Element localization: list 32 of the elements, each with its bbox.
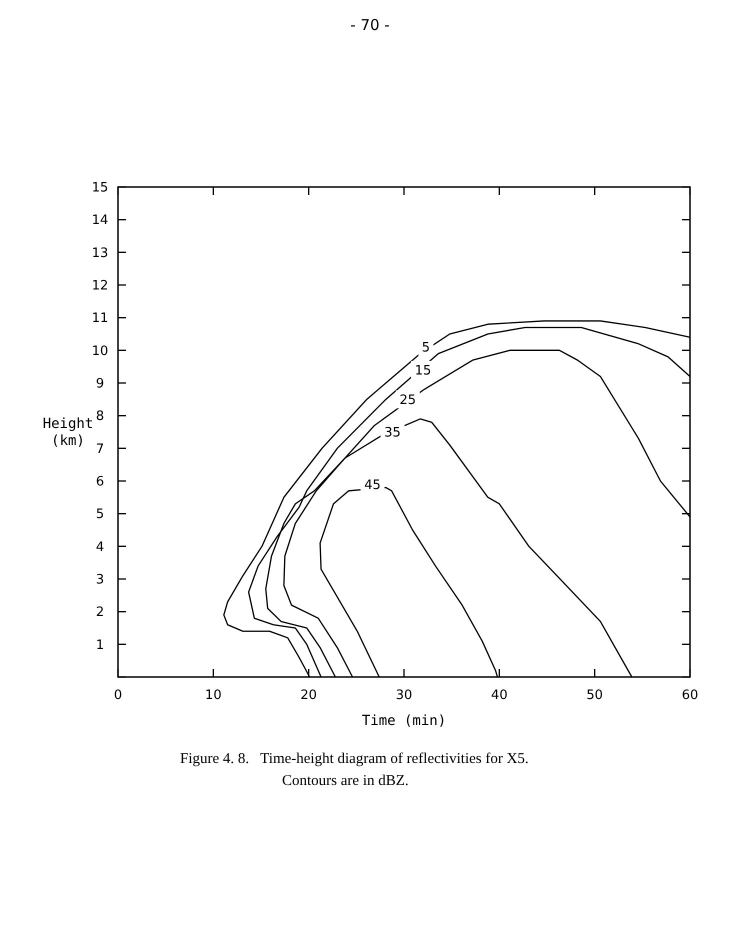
y-tick-label: 11	[92, 311, 108, 326]
y-tick-label: 6	[96, 474, 104, 490]
annotation: 35	[384, 426, 401, 441]
y-tick-label: 15	[92, 180, 108, 196]
y-tick-label: 2	[96, 605, 104, 620]
annotation: 45	[364, 478, 381, 493]
x-tick-label: 50	[586, 688, 603, 703]
y-tick-label: 9	[96, 376, 104, 392]
annotation: 25	[400, 392, 416, 408]
y-tick-label: 4	[96, 540, 104, 555]
x-tick-label: 20	[300, 688, 317, 703]
x-tick-label: 60	[682, 688, 698, 703]
annotation: 5	[422, 340, 430, 356]
y-tick-label: 1	[96, 638, 104, 653]
y-tick-label: 14	[92, 213, 108, 228]
x-axis-title: Time (min)	[362, 713, 446, 729]
y-tick-label: 3	[96, 572, 104, 588]
y-tick-label: 5	[96, 507, 104, 522]
y-tick-label: 8	[96, 409, 104, 424]
x-tick-label: 10	[205, 688, 222, 703]
annotation: 15	[414, 363, 432, 378]
y-tick-label: 13	[92, 246, 108, 261]
y-tick-label: 10	[92, 344, 108, 359]
x-tick-label: 0	[114, 688, 122, 703]
y-tick-label: 12	[92, 278, 108, 294]
y-tick-label: 7	[96, 442, 104, 457]
x-tick-label: 40	[491, 688, 508, 703]
text: - 70 -	[350, 16, 390, 34]
x-tick-label: 30	[396, 688, 412, 703]
caption: Figure 4. 8. Time-height diagram of reflectivities for X5.	[180, 751, 529, 767]
y-axis-title: Height (km)	[42, 416, 94, 449]
text: Contours are in dBZ.	[282, 773, 409, 789]
